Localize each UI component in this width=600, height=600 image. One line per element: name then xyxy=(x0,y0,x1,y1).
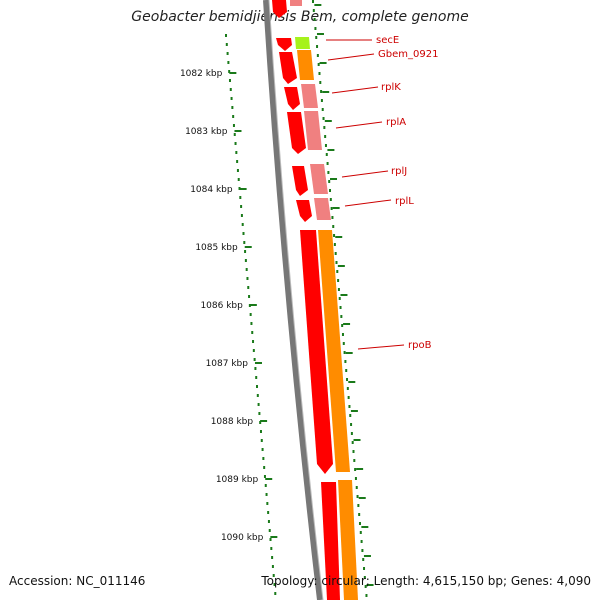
cds-rplA2[interactable] xyxy=(287,112,306,154)
tick-label: 1088 kbp xyxy=(211,417,254,427)
gene-label-rplK[interactable]: rplK xyxy=(381,82,401,93)
gene-top[interactable] xyxy=(290,0,302,6)
cds-rplJ[interactable] xyxy=(292,166,308,196)
gene-labels: secE Gbem_0921 rplK rplA rplJ rplL rpoB xyxy=(326,35,438,351)
gene-label-rpoB[interactable]: rpoB xyxy=(408,340,432,351)
tick-mark xyxy=(244,246,252,248)
gene-rplL[interactable] xyxy=(314,198,331,220)
genome-backbone xyxy=(263,0,323,600)
tick-label: 1082 kbp xyxy=(180,69,223,79)
tick-label: 1084 kbp xyxy=(190,185,233,195)
tick-label: 1090 kbp xyxy=(221,533,264,543)
gene-rpoC[interactable] xyxy=(338,480,358,600)
gene-label-gbem0921[interactable]: Gbem_0921 xyxy=(378,49,438,60)
cds-rplK[interactable] xyxy=(279,52,297,84)
summary-text: Topology: circular; Length: 4,615,150 bp… xyxy=(261,574,591,588)
tick-mark xyxy=(229,72,237,74)
gene-rpoB[interactable] xyxy=(318,230,350,472)
gene-label-rplA[interactable]: rplA xyxy=(386,117,406,128)
tick-mark xyxy=(260,420,268,422)
tick-mark xyxy=(239,188,247,190)
tick-mark xyxy=(270,536,278,538)
cds-gbem0921[interactable] xyxy=(276,38,292,51)
tick-mark xyxy=(265,478,273,480)
tick-mark xyxy=(234,130,242,132)
gene-rplJ[interactable] xyxy=(310,164,328,194)
gene-gbem0921[interactable] xyxy=(297,50,314,80)
gene-rplK[interactable] xyxy=(301,84,318,108)
genome-title: Geobacter bemidjiensis Bem, complete gen… xyxy=(131,9,469,25)
cds-rplA[interactable] xyxy=(284,87,300,110)
tick-label: 1086 kbp xyxy=(200,301,243,311)
gene-label-secE[interactable]: secE xyxy=(376,35,399,46)
tick-mark xyxy=(249,304,257,306)
tick-label: 1087 kbp xyxy=(206,359,249,369)
gene-track xyxy=(290,0,358,600)
cds-track xyxy=(272,0,340,600)
gene-label-rplL[interactable]: rplL xyxy=(395,196,414,207)
cds-rpoC[interactable] xyxy=(321,482,340,600)
tick-label: 1085 kbp xyxy=(195,243,238,253)
gene-label-rplJ[interactable]: rplJ xyxy=(391,166,407,177)
inner-dotted-guide xyxy=(312,0,374,597)
genome-backbone-highlight xyxy=(268,0,324,600)
outer-dotted-guide xyxy=(225,34,277,595)
tick-mark xyxy=(254,362,262,364)
cds-secE[interactable] xyxy=(272,0,287,18)
gene-rplA[interactable] xyxy=(304,111,322,150)
gene-secE-misc[interactable] xyxy=(295,37,310,49)
cds-rplL[interactable] xyxy=(296,200,312,222)
tick-marks: 1082 kbp 1083 kbp 1084 kbp 1085 kbp 1086 kbp… xyxy=(180,69,278,543)
tick-label: 1089 kbp xyxy=(216,475,259,485)
cds-rpoB[interactable] xyxy=(300,230,333,474)
tick-label: 1083 kbp xyxy=(185,127,228,137)
accession-text: Accession: NC_011146 xyxy=(9,574,146,588)
